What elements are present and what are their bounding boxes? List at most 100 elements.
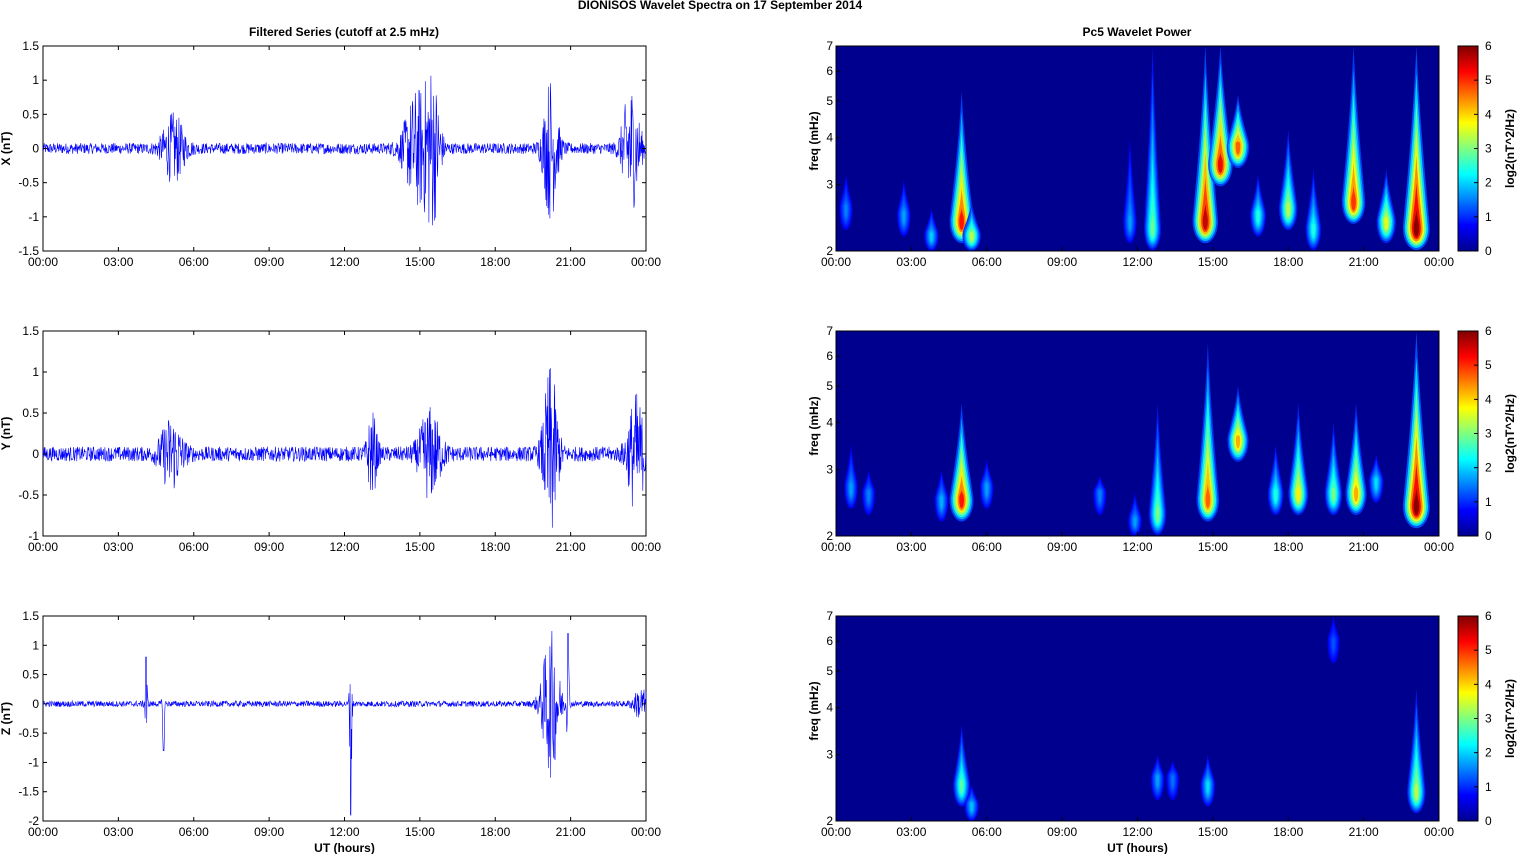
y-tick-label: 2 xyxy=(826,814,833,828)
x-tick-label: 00:00 xyxy=(631,825,661,839)
x-tick-label: 09:00 xyxy=(254,825,284,839)
colorbar-tick-label: 1 xyxy=(1485,210,1492,224)
y-tick-label: 0 xyxy=(32,447,39,461)
x-tick-label: 00:00 xyxy=(1424,255,1454,269)
x-tick-label: 00:00 xyxy=(821,540,851,554)
y-tick-label: 1.5 xyxy=(22,609,39,623)
x-tick-label: 00:00 xyxy=(631,255,661,269)
x-tick-label: 00:00 xyxy=(28,540,58,554)
x-tick-label: 00:00 xyxy=(1424,540,1454,554)
x-tick-label: 00:00 xyxy=(28,255,58,269)
wavelet-power-blob xyxy=(1274,488,1278,502)
x-tick-label: 00:00 xyxy=(821,255,851,269)
y-tick-label: -0.5 xyxy=(18,488,39,502)
wavelet-power-blob xyxy=(1098,490,1102,502)
colorbar-tick-label: 3 xyxy=(1485,427,1492,441)
wavelet-power-blob xyxy=(1171,775,1174,787)
x-tick-label: 12:00 xyxy=(1122,255,1152,269)
y-tick-label: 4 xyxy=(826,416,833,430)
wavelet-power-blob xyxy=(1413,209,1420,237)
y-tick-label: 6 xyxy=(826,64,833,78)
colorbar-tick-label: 4 xyxy=(1485,107,1492,121)
wavelet-power-blob xyxy=(1217,152,1223,173)
x-axis-label: UT (hours) xyxy=(1107,841,1168,854)
x-tick-label: 03:00 xyxy=(103,540,133,554)
wavelet-power-blob xyxy=(1413,488,1420,515)
x-tick-label: 03:00 xyxy=(896,540,926,554)
y-tick-label: 0 xyxy=(32,697,39,711)
wavelet-power-blob xyxy=(970,802,974,812)
wavelet-power-blob xyxy=(1206,781,1210,794)
x-tick-label: 21:00 xyxy=(556,825,586,839)
wavelet-power-blob xyxy=(969,232,974,242)
wavelet-power-blob xyxy=(1331,486,1336,502)
wavelet-power-blob xyxy=(1296,484,1301,502)
y-tick-label: 0.5 xyxy=(22,668,39,682)
y-tick-label: 1.5 xyxy=(22,39,39,53)
wavelet-power-blob xyxy=(930,232,933,242)
x-tick-label: 06:00 xyxy=(972,540,1002,554)
x-tick-label: 21:00 xyxy=(556,540,586,554)
x-tick-label: 00:00 xyxy=(1424,825,1454,839)
x-tick-label: 15:00 xyxy=(1198,825,1228,839)
colorbar-tick-label: 0 xyxy=(1485,244,1492,258)
colorbar-tick-label: 3 xyxy=(1485,712,1492,726)
x-tick-label: 06:00 xyxy=(972,825,1002,839)
colorbar-tick-label: 5 xyxy=(1485,358,1492,372)
wavelet-power-blob xyxy=(1150,209,1155,237)
wavelet-power-blob xyxy=(902,211,906,224)
y-tick-label: 6 xyxy=(826,349,833,363)
wavelet-z-background xyxy=(836,616,1439,821)
colorbar-tick-label: 2 xyxy=(1485,461,1492,475)
wavelet-power-blob xyxy=(1128,212,1132,230)
x-tick-label: 12:00 xyxy=(1122,540,1152,554)
wavelet-power-blob xyxy=(959,778,964,794)
y-tick-label: 3 xyxy=(826,463,833,477)
x-tick-label: 15:00 xyxy=(405,540,435,554)
wavelet-power-blob xyxy=(1156,775,1159,787)
x-tick-label: 06:00 xyxy=(179,825,209,839)
y-tick-label: 4 xyxy=(826,701,833,715)
wavelet-power-blob xyxy=(1205,483,1211,509)
y-tick-label: 7 xyxy=(826,609,833,623)
wavelet-power-blob xyxy=(1332,638,1335,650)
wavelet-power-blob xyxy=(844,204,848,217)
wavelet-power-blob xyxy=(1311,222,1315,237)
wavelet-power-blob xyxy=(1351,186,1356,211)
colorbar-tick-label: 2 xyxy=(1485,176,1492,190)
y-tick-label: 3 xyxy=(826,748,833,762)
y-tick-label: 0.5 xyxy=(22,107,39,121)
y-tick-label: -1 xyxy=(28,529,39,543)
wavelet-power-blob xyxy=(959,489,965,509)
colorbar-tick-label: 5 xyxy=(1485,643,1492,657)
x-tick-label: 18:00 xyxy=(480,540,510,554)
x-tick-label: 15:00 xyxy=(405,825,435,839)
colorbar-tick-label: 1 xyxy=(1485,495,1492,509)
y-tick-label: 5 xyxy=(826,94,833,108)
x-tick-label: 06:00 xyxy=(179,255,209,269)
wavelet-power-blob xyxy=(1353,484,1359,502)
y-tick-label: 0.5 xyxy=(22,406,39,420)
y-tick-label: 6 xyxy=(826,634,833,648)
wavelet-power-blob xyxy=(1155,502,1160,522)
colorbar-tick-label: 1 xyxy=(1485,780,1492,794)
colorbar-tick-label: 4 xyxy=(1485,677,1492,691)
x-tick-label: 09:00 xyxy=(254,540,284,554)
y-tick-label: 1 xyxy=(32,365,39,379)
wavelet-power-blob xyxy=(1202,203,1208,230)
y-tick-label: 0 xyxy=(32,142,39,156)
x-tick-label: 03:00 xyxy=(896,255,926,269)
x-tick-label: 09:00 xyxy=(254,255,284,269)
y-axis-label: Z (nT) xyxy=(0,702,13,735)
y-tick-label: 1 xyxy=(32,638,39,652)
right-column-title: Pc5 Wavelet Power xyxy=(1083,25,1192,39)
y-tick-label: -1.5 xyxy=(18,785,39,799)
wavelet-power-blob xyxy=(1384,216,1389,230)
wavelet-power-blob xyxy=(1286,200,1291,217)
wavelet-power-blob xyxy=(867,490,870,502)
wavelet-power-blob xyxy=(1235,434,1241,449)
timeseries-z-axes xyxy=(42,615,647,822)
y-tick-label: 7 xyxy=(826,324,833,338)
panels-group: 1.510.50-0.5-1-1.500:00 03:00 06:00 09:00 12… xyxy=(0,39,1517,854)
